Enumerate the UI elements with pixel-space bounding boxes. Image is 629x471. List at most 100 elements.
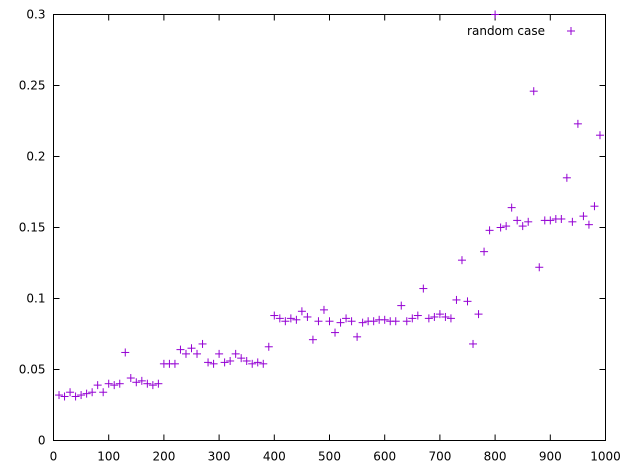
data-point bbox=[507, 203, 516, 212]
data-point bbox=[104, 379, 113, 388]
data-point bbox=[491, 10, 500, 19]
x-tick-label: 0 bbox=[50, 450, 58, 464]
y-tick-label: 0.2 bbox=[26, 150, 45, 164]
data-point bbox=[397, 301, 406, 310]
data-point bbox=[441, 312, 450, 321]
data-point bbox=[568, 217, 577, 226]
data-point bbox=[297, 307, 306, 316]
data-point bbox=[170, 359, 179, 368]
y-tick-label: 0.1 bbox=[26, 292, 45, 306]
data-point bbox=[220, 358, 229, 367]
data-point bbox=[546, 216, 555, 225]
x-tick-label: 1000 bbox=[590, 450, 621, 464]
data-point bbox=[590, 202, 599, 211]
x-tick-label: 900 bbox=[539, 450, 562, 464]
data-point bbox=[286, 314, 295, 323]
data-point bbox=[82, 389, 91, 398]
data-point bbox=[474, 310, 483, 319]
data-point bbox=[193, 349, 202, 358]
data-point bbox=[391, 317, 400, 326]
data-point bbox=[325, 317, 334, 326]
data-point bbox=[529, 87, 538, 96]
data-point bbox=[557, 214, 566, 223]
data-point bbox=[463, 297, 472, 306]
x-axis: 0 100 200 300 400 500 600 700 800 900 1000 bbox=[50, 14, 621, 464]
data-point bbox=[496, 223, 505, 232]
y-tick-label: 0.25 bbox=[19, 79, 46, 93]
data-point bbox=[242, 356, 251, 365]
data-point bbox=[237, 354, 246, 363]
data-point bbox=[209, 359, 218, 368]
data-point bbox=[319, 305, 328, 314]
data-point bbox=[275, 314, 284, 323]
y-tick-label: 0.05 bbox=[19, 363, 46, 377]
x-tick-label: 400 bbox=[263, 450, 286, 464]
data-point bbox=[259, 359, 268, 368]
x-tick-label: 300 bbox=[208, 450, 231, 464]
data-point bbox=[93, 381, 102, 390]
data-point bbox=[99, 388, 108, 397]
data-point bbox=[176, 345, 185, 354]
data-point bbox=[248, 359, 257, 368]
data-point bbox=[60, 392, 69, 401]
data-point bbox=[264, 342, 273, 351]
data-point bbox=[485, 226, 494, 235]
data-point bbox=[430, 312, 439, 321]
data-point bbox=[584, 220, 593, 229]
legend-label: random case bbox=[467, 24, 545, 38]
data-point bbox=[115, 379, 124, 388]
data-point bbox=[204, 358, 213, 367]
data-point bbox=[518, 222, 527, 231]
data-point bbox=[253, 358, 262, 367]
legend-marker bbox=[567, 27, 575, 35]
data-point bbox=[424, 314, 433, 323]
x-tick-label: 500 bbox=[318, 450, 341, 464]
x-tick-label: 600 bbox=[373, 450, 396, 464]
data-point bbox=[419, 284, 428, 293]
data-point bbox=[380, 315, 389, 324]
legend-marker-symbol bbox=[567, 27, 575, 35]
data-point bbox=[154, 379, 163, 388]
data-point bbox=[314, 317, 323, 326]
data-point bbox=[137, 376, 146, 385]
data-point bbox=[513, 216, 522, 225]
data-point bbox=[198, 339, 207, 348]
data-point bbox=[121, 348, 130, 357]
data-point bbox=[231, 349, 240, 358]
data-point bbox=[446, 314, 455, 323]
data-point bbox=[480, 247, 489, 256]
y-tick-label: 0.3 bbox=[26, 8, 45, 22]
y-tick-label: 0.15 bbox=[19, 221, 46, 235]
data-point bbox=[342, 314, 351, 323]
data-point bbox=[281, 317, 290, 326]
data-point bbox=[303, 312, 312, 321]
data-point bbox=[270, 311, 279, 320]
data-point bbox=[408, 314, 417, 323]
data-point bbox=[579, 212, 588, 221]
data-point bbox=[55, 391, 64, 400]
data-point bbox=[347, 317, 356, 326]
data-point bbox=[77, 391, 86, 400]
y-tick-label: 0 bbox=[38, 434, 46, 448]
data-point bbox=[452, 295, 461, 304]
data-point bbox=[143, 379, 152, 388]
data-point bbox=[524, 217, 533, 226]
data-point bbox=[457, 256, 466, 265]
data-point bbox=[292, 315, 301, 324]
data-point bbox=[435, 310, 444, 319]
x-tick-label: 200 bbox=[152, 450, 175, 464]
data-point bbox=[353, 332, 362, 341]
data-point bbox=[535, 263, 544, 272]
data-point bbox=[226, 356, 235, 365]
data-point bbox=[66, 388, 75, 397]
data-point bbox=[132, 378, 141, 387]
data-point bbox=[502, 222, 511, 231]
data-point bbox=[181, 349, 190, 358]
data-point bbox=[187, 344, 196, 353]
data-point bbox=[402, 317, 411, 326]
data-point bbox=[573, 119, 582, 128]
data-point bbox=[331, 328, 340, 337]
x-tick-label: 700 bbox=[428, 450, 451, 464]
data-point bbox=[71, 392, 80, 401]
